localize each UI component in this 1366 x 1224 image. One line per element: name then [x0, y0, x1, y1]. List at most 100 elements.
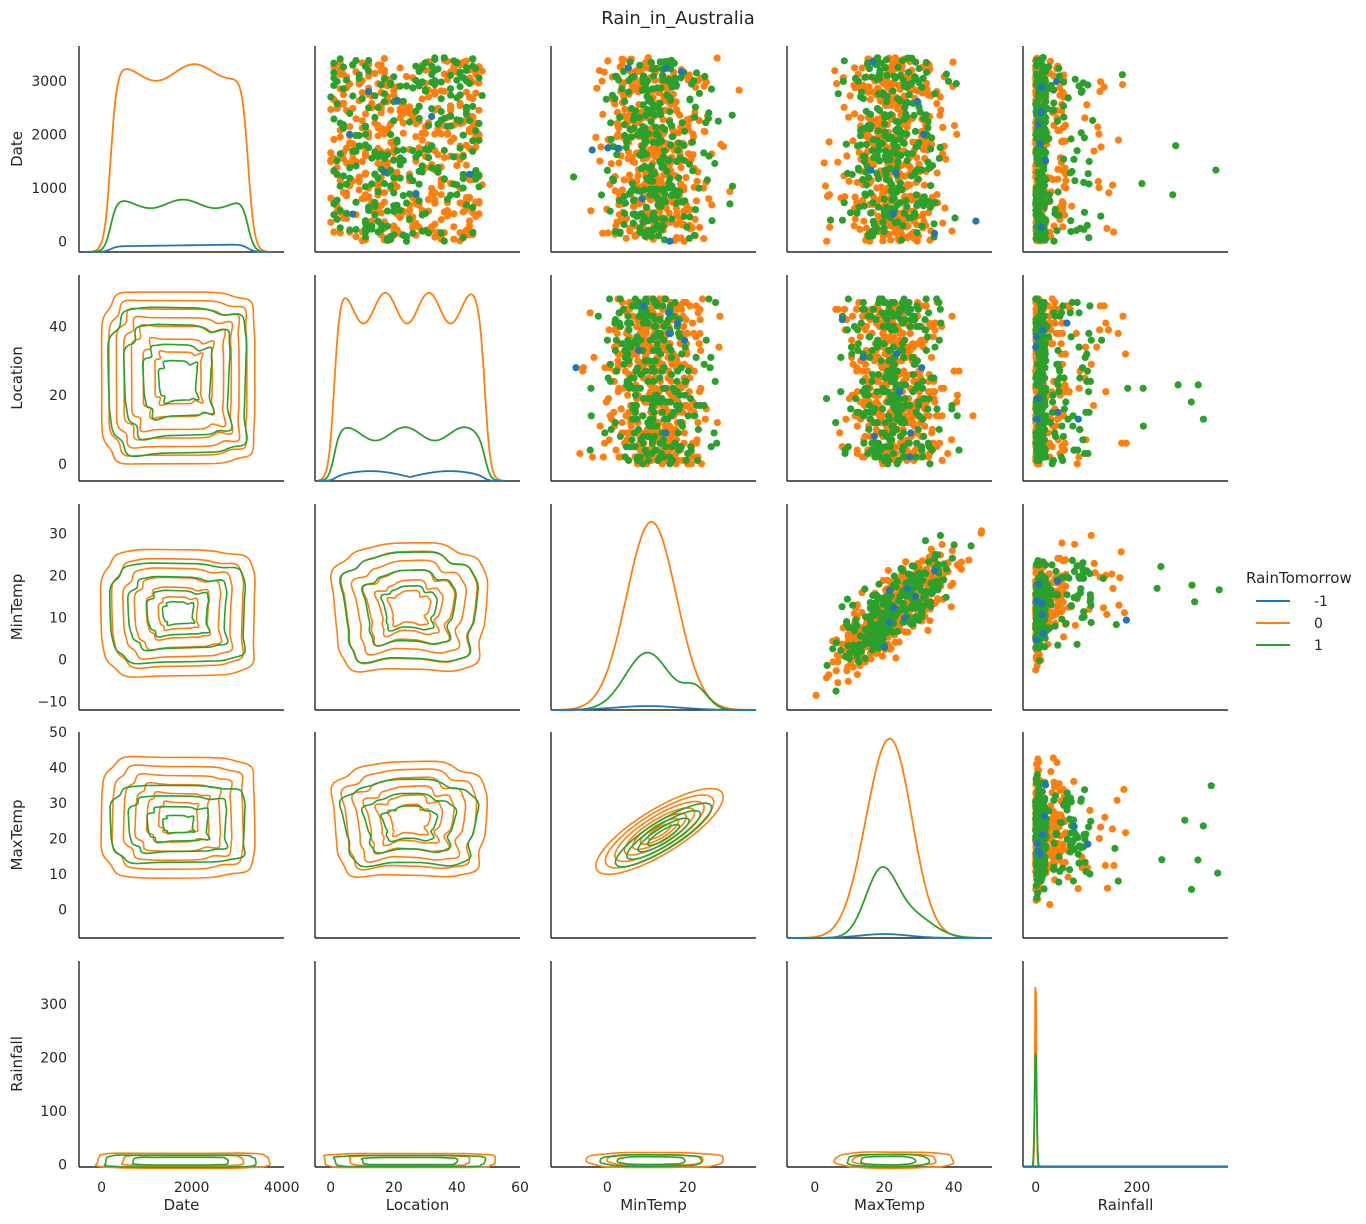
scatter-point — [902, 110, 910, 118]
scatter-point — [469, 55, 477, 63]
scatter-point — [371, 113, 379, 121]
scatter-point — [622, 443, 631, 451]
scatter-point — [1059, 302, 1067, 310]
scatter-point — [641, 232, 649, 240]
scatter-point — [840, 57, 848, 65]
scatter-point — [456, 99, 464, 107]
scatter-point — [415, 167, 423, 175]
scatter-point — [1114, 136, 1122, 144]
scatter-point — [346, 226, 354, 234]
scatter-point — [1033, 56, 1041, 64]
scatter-point — [465, 116, 474, 124]
scatter-point — [667, 412, 675, 420]
scatter-point — [907, 316, 916, 324]
scatter-point — [874, 84, 882, 92]
scatter-point — [1063, 319, 1071, 327]
scatter-point — [355, 74, 363, 82]
scatter-point — [691, 103, 700, 111]
scatter-point — [383, 222, 392, 230]
scatter-point — [621, 105, 629, 113]
scatter-point — [653, 340, 661, 348]
scatter-point — [396, 174, 404, 182]
scatter-points — [588, 64, 686, 245]
scatter-point — [631, 158, 639, 166]
scatter-point — [842, 140, 850, 148]
scatter-point — [607, 425, 615, 434]
scatter-point — [424, 229, 433, 237]
scatter-point — [1038, 176, 1046, 185]
scatter-point — [333, 170, 341, 178]
scatter-point — [447, 106, 455, 114]
scatter-point — [390, 117, 398, 125]
scatter-point — [900, 429, 908, 437]
scatter-point — [890, 194, 898, 202]
scatter-point — [666, 237, 674, 245]
scatter-point — [894, 381, 902, 389]
scatter-point — [342, 76, 351, 84]
scatter-point — [406, 109, 414, 117]
x-tick-label: 200 — [1124, 1180, 1151, 1196]
scatter-point — [823, 237, 831, 245]
scatter-point — [336, 150, 344, 158]
scatter-point — [1059, 102, 1068, 110]
scatter-point — [339, 172, 347, 180]
scatter-point — [914, 175, 922, 183]
scatter-point — [1061, 137, 1069, 145]
scatter-point — [1061, 121, 1069, 129]
scatter-point — [616, 295, 624, 303]
scatter-point — [892, 312, 900, 320]
scatter-point — [1087, 360, 1095, 368]
scatter-point — [906, 192, 915, 200]
y-axis-title: MinTemp — [8, 574, 26, 641]
scatter-point — [443, 207, 452, 215]
y-tick-label: 0 — [58, 1157, 67, 1173]
scatter-point — [396, 64, 404, 72]
scatter-point — [418, 129, 426, 137]
scatter-point — [674, 319, 682, 327]
scatter-point — [903, 123, 911, 131]
scatter-point — [652, 123, 660, 131]
scatter-point — [1042, 98, 1050, 106]
scatter-point — [1093, 343, 1101, 351]
scatter-point — [327, 157, 335, 166]
scatter-point — [646, 336, 655, 344]
scatter-point — [406, 190, 414, 198]
scatter-point — [469, 102, 477, 110]
scatter-point — [605, 326, 613, 334]
scatter-point — [624, 64, 632, 72]
scatter-point — [832, 305, 840, 313]
scatter-point — [1096, 326, 1104, 334]
scatter-point — [867, 209, 875, 217]
scatter-point — [621, 131, 629, 140]
scatter-point — [668, 432, 676, 440]
scatter-point — [624, 312, 632, 320]
scatter-point — [906, 329, 914, 337]
scatter-point — [666, 156, 674, 164]
scatter-point — [383, 207, 392, 215]
scatter-point — [903, 157, 911, 165]
scatter-point — [352, 131, 360, 139]
scatter-point — [879, 218, 887, 226]
scatter-point — [418, 95, 426, 103]
scatter-point — [607, 135, 615, 143]
scatter-point — [1083, 377, 1091, 385]
scatter-point — [399, 97, 407, 105]
scatter-point — [431, 199, 439, 207]
scatter-point — [826, 216, 835, 224]
scatter-point — [676, 187, 684, 195]
scatter-point — [669, 59, 678, 67]
scatter-point — [1040, 203, 1048, 211]
scatter-point — [1081, 353, 1089, 361]
scatter-point — [916, 322, 924, 331]
scatter-point — [677, 364, 685, 372]
scatter-point — [873, 104, 882, 113]
scatter-point — [409, 177, 417, 185]
scatter-point — [1055, 64, 1063, 72]
x-tick-label: 40 — [945, 1180, 963, 1196]
scatter-point — [668, 360, 676, 368]
scatter-point — [352, 233, 360, 241]
scatter-point — [860, 217, 868, 225]
scatter-point — [889, 449, 897, 458]
scatter-point — [715, 343, 723, 351]
scatter-point — [948, 227, 956, 235]
